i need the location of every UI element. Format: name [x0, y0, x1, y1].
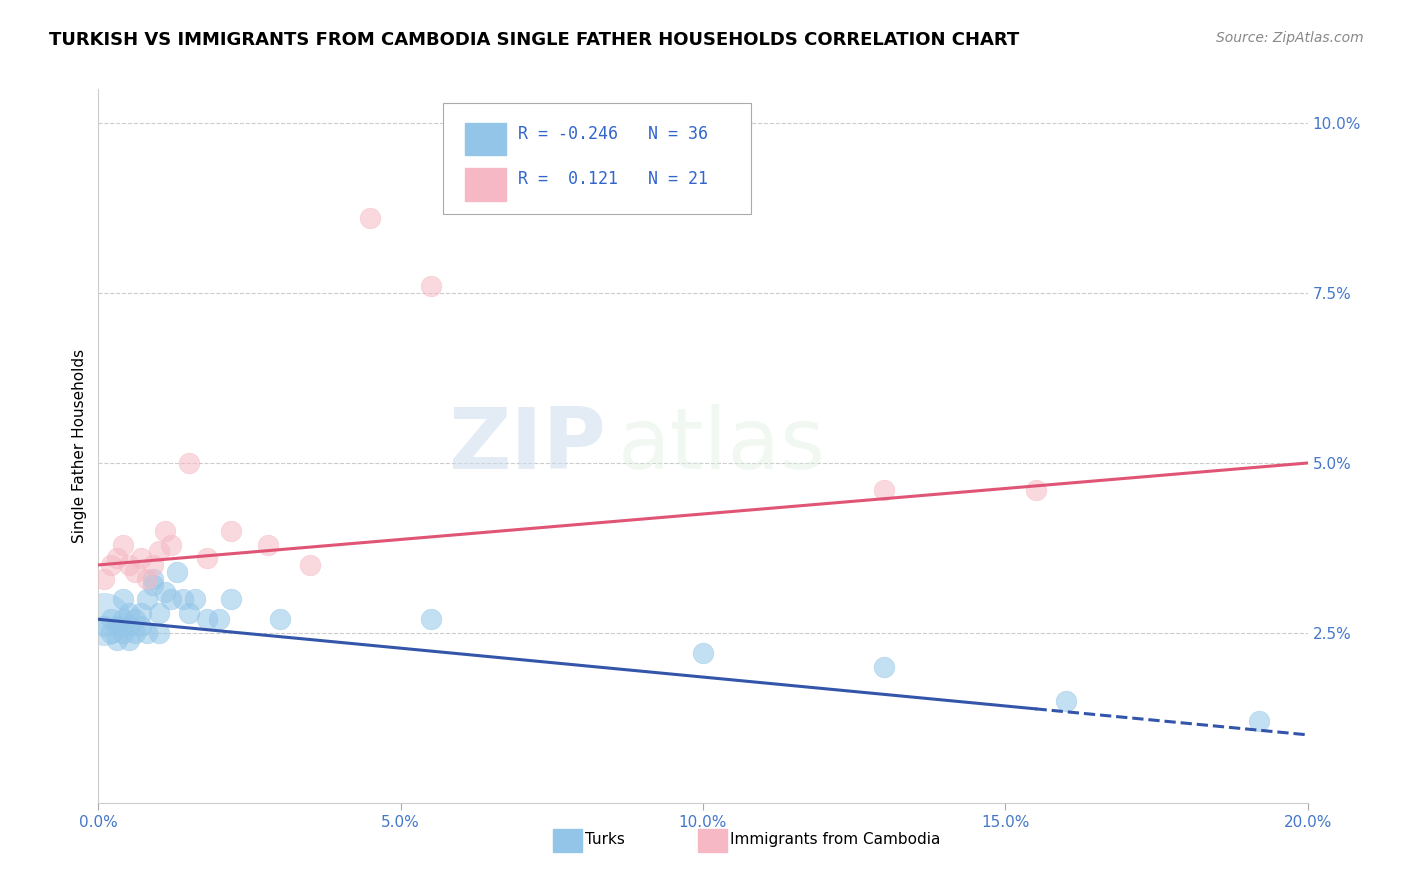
Point [873, 660, 896, 674]
Point [105, 632, 128, 647]
Point [118, 619, 141, 633]
Point [93, 619, 115, 633]
Text: Turks: Turks [585, 832, 624, 847]
Point [129, 551, 152, 566]
Point [153, 585, 176, 599]
Point [1249, 714, 1271, 729]
Point [142, 558, 165, 572]
Point [221, 524, 243, 538]
Point [1054, 694, 1077, 708]
Text: R = -0.246   N = 36: R = -0.246 N = 36 [517, 125, 709, 143]
Y-axis label: Single Father Households: Single Father Households [72, 349, 87, 543]
FancyBboxPatch shape [699, 830, 727, 852]
Point [100, 558, 122, 572]
Point [221, 591, 243, 606]
FancyBboxPatch shape [465, 122, 506, 155]
Point [269, 612, 291, 626]
Point [148, 626, 170, 640]
Point [135, 591, 157, 606]
Point [93, 612, 115, 626]
FancyBboxPatch shape [443, 103, 751, 214]
Point [160, 537, 183, 551]
Point [105, 619, 128, 633]
Point [184, 591, 207, 606]
Point [93, 572, 115, 586]
Point [111, 537, 134, 551]
Point [124, 565, 146, 579]
Text: Immigrants from Cambodia: Immigrants from Cambodia [730, 832, 941, 847]
Point [360, 211, 382, 226]
Point [124, 612, 146, 626]
Point [160, 591, 183, 606]
Point [135, 572, 157, 586]
Point [195, 551, 218, 566]
Point [129, 619, 152, 633]
Point [142, 578, 165, 592]
Point [256, 537, 278, 551]
Point [142, 572, 165, 586]
Point [1024, 483, 1046, 498]
Point [153, 524, 176, 538]
Point [111, 591, 134, 606]
Point [299, 558, 322, 572]
Point [100, 612, 122, 626]
Point [124, 626, 146, 640]
Point [148, 544, 170, 558]
Point [179, 606, 201, 620]
Point [420, 279, 443, 293]
Text: ZIP: ZIP [449, 404, 606, 488]
Text: R =  0.121   N = 21: R = 0.121 N = 21 [517, 170, 709, 188]
Point [118, 558, 141, 572]
Point [873, 483, 896, 498]
Point [118, 606, 141, 620]
FancyBboxPatch shape [465, 168, 506, 201]
Text: TURKISH VS IMMIGRANTS FROM CAMBODIA SINGLE FATHER HOUSEHOLDS CORRELATION CHART: TURKISH VS IMMIGRANTS FROM CAMBODIA SING… [49, 31, 1019, 49]
Point [129, 606, 152, 620]
Point [111, 612, 134, 626]
Point [692, 646, 714, 660]
Text: atlas: atlas [619, 404, 827, 488]
Point [118, 632, 141, 647]
FancyBboxPatch shape [553, 830, 582, 852]
Point [100, 626, 122, 640]
Point [172, 591, 194, 606]
Point [166, 565, 188, 579]
Point [111, 626, 134, 640]
Point [208, 612, 231, 626]
Point [195, 612, 218, 626]
Point [420, 612, 443, 626]
Point [179, 456, 201, 470]
Text: Source: ZipAtlas.com: Source: ZipAtlas.com [1216, 31, 1364, 45]
Point [135, 626, 157, 640]
Point [105, 551, 128, 566]
Point [148, 606, 170, 620]
